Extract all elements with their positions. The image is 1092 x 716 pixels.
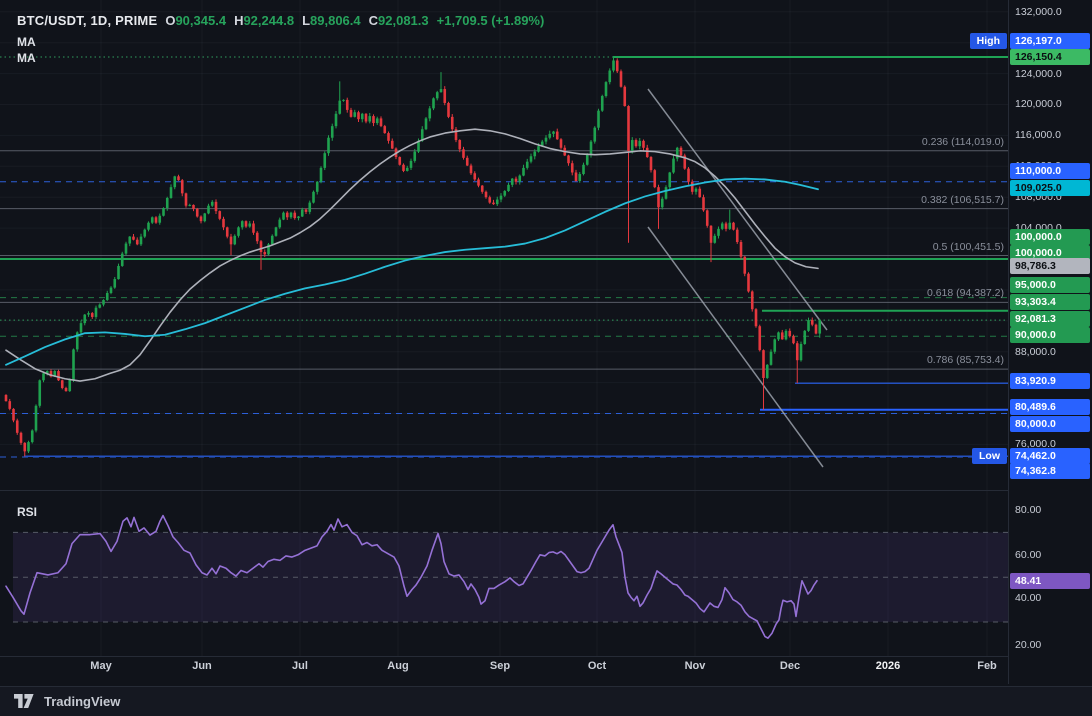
high-marker-tag: High (969, 33, 1007, 49)
price-axis-tick: 88,000.0 (1015, 345, 1056, 358)
pane-divider[interactable] (0, 490, 1092, 491)
bottom-toolbar: TradingView (0, 686, 1092, 716)
price-tag: 90,000.0 (1010, 327, 1090, 343)
price-tag: 95,000.0 (1010, 277, 1090, 293)
symbol-legend[interactable]: BTC/USDT, 1D, PRIME O90,345.4 H92,244.8 … (17, 13, 544, 28)
price-tag: 80,489.6 (1010, 399, 1090, 415)
price-change: +1,709.5 (+1.89%) (436, 13, 545, 28)
fib-level-label: 0.618 (94,387.2) (926, 287, 1004, 300)
time-axis-label: Sep (489, 660, 511, 672)
time-axis-label: Oct (587, 660, 607, 672)
rsi-axis-tick: 60.00 (1015, 549, 1042, 561)
price-axis-tick: 76,000.0 (1015, 438, 1056, 451)
price-tag: 98,786.3 (1010, 258, 1090, 274)
price-axis[interactable]: 132,000.0124,000.0120,000.0116,000.0112,… (1008, 0, 1092, 684)
time-axis-label: Feb (977, 660, 997, 672)
price-tag: 93,303.4 (1010, 294, 1090, 310)
price-tag: 100,000.0 (1010, 245, 1090, 261)
price-tag: 110,000.0 (1010, 163, 1090, 179)
time-axis-label: Nov (684, 660, 706, 672)
price-axis-tick: 124,000.0 (1015, 67, 1062, 80)
time-axis-border (0, 656, 1092, 657)
tradingview-brand-link[interactable]: TradingView (44, 694, 121, 709)
price-tag: 83,920.9 (1010, 373, 1090, 389)
fib-level-label: 0.236 (114,019.0) (921, 135, 1004, 148)
symbol-title[interactable]: BTC/USDT, 1D, PRIME (17, 13, 158, 28)
time-axis-label: Aug (387, 660, 409, 672)
ohlc-low: L89,806.4 (302, 13, 361, 28)
time-axis-label: Jul (292, 660, 308, 672)
tradingview-logo-icon[interactable] (14, 694, 36, 709)
fib-level-label: 0.382 (106,515.7) (921, 193, 1004, 206)
rsi-value-tag: 48.41 (1010, 573, 1090, 589)
time-axis-label: May (90, 660, 112, 672)
price-axis-tick: 132,000.0 (1015, 6, 1062, 18)
price-axis-tick: 120,000.0 (1015, 98, 1062, 111)
price-tag: 80,000.0 (1010, 416, 1090, 432)
price-tag: 92,081.3 (1010, 311, 1090, 327)
time-axis-label: Jun (192, 660, 212, 672)
ma-indicator-legend-2[interactable]: MA (17, 51, 36, 65)
fib-level-label: 0.5 (100,451.5) (932, 240, 1004, 253)
rsi-axis-tick: 20.00 (1015, 639, 1042, 651)
rsi-axis-tick: 40.00 (1015, 592, 1042, 604)
fib-level-label: 0.786 (85,753.4) (926, 354, 1004, 367)
price-tag: 100,000.0 (1010, 229, 1090, 245)
time-axis-label: 2026 (875, 660, 901, 672)
low-marker-tag: Low (972, 448, 1007, 464)
price-axis-tick: 116,000.0 (1015, 129, 1061, 142)
ohlc-open: O90,345.4 (165, 13, 227, 28)
ma-indicator-legend-1[interactable]: MA (17, 35, 36, 49)
price-tag: 126,197.0 (1010, 33, 1090, 49)
price-tag: 74,462.0 (1010, 448, 1090, 464)
rsi-axis-tick: 80.00 (1015, 504, 1042, 516)
price-tag: 74,362.8 (1010, 463, 1090, 479)
price-tag: 109,025.0 (1010, 180, 1090, 196)
time-axis-label: Dec (779, 660, 801, 672)
rsi-indicator-legend[interactable]: RSI (17, 505, 38, 519)
ohlc-high: H92,244.8 (234, 13, 295, 28)
ohlc-close: C92,081.3 (368, 13, 429, 28)
price-tag: 126,150.4 (1010, 49, 1090, 65)
